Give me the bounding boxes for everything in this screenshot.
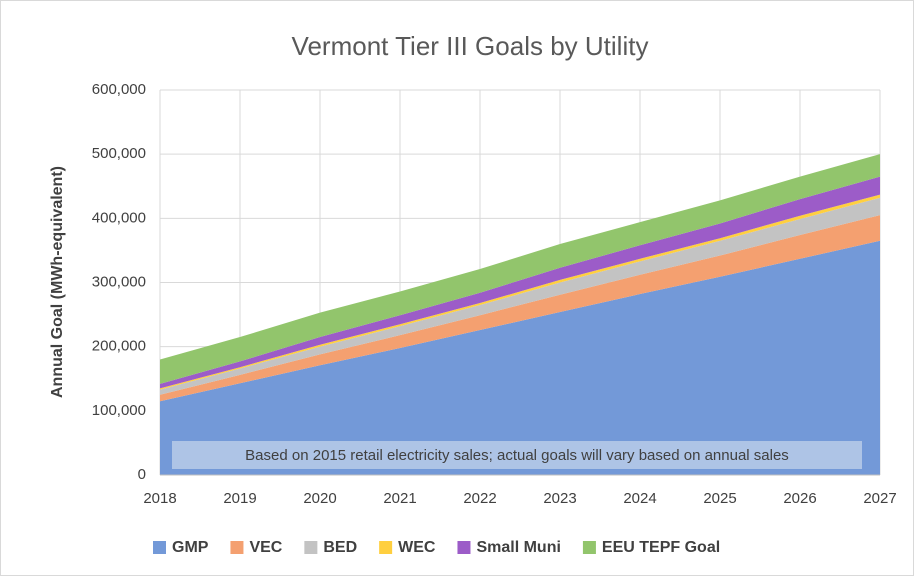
area xyxy=(160,215,880,402)
area xyxy=(160,176,880,389)
legend-label: Small Muni xyxy=(476,539,560,556)
legend-swatch xyxy=(582,541,596,554)
x-tick-label: 2022 xyxy=(463,490,496,507)
legend-swatch xyxy=(457,541,471,554)
x-tick-label: 2021 xyxy=(383,490,416,507)
x-tick-label: 2025 xyxy=(703,490,736,507)
annotation: Based on 2015 retail electricity sales; … xyxy=(245,447,789,464)
y-tick-label: 200,000 xyxy=(92,338,146,355)
legend-label: GMP xyxy=(172,539,209,556)
y-tick-label: 300,000 xyxy=(92,273,146,290)
x-tick-label: 2019 xyxy=(223,490,256,507)
legend-label: VEC xyxy=(249,539,282,556)
annotation-box xyxy=(172,441,862,469)
x-tick-label: 2027 xyxy=(863,490,896,507)
legend-swatch xyxy=(230,541,244,554)
legend-swatch xyxy=(304,541,318,554)
x-tick-label: 2026 xyxy=(783,490,816,507)
y-tick-label: 500,000 xyxy=(92,145,146,162)
y-axis-label: Annual Goal (MWh-equivalent) xyxy=(49,166,66,398)
legend-swatch xyxy=(153,541,166,554)
legend-label: WEC xyxy=(398,539,436,556)
y-tick-label: 0 xyxy=(138,466,146,483)
x-tick-label: 2024 xyxy=(623,490,656,507)
x-tick-label: 2018 xyxy=(143,490,176,507)
legend-swatch xyxy=(379,541,393,554)
area xyxy=(160,240,880,475)
area xyxy=(160,194,880,390)
area xyxy=(160,197,880,395)
x-tick-label: 2020 xyxy=(303,490,336,507)
legend-label: BED xyxy=(323,539,357,556)
y-tick-label: 100,000 xyxy=(92,402,146,419)
y-tick-label: 400,000 xyxy=(92,209,146,226)
chart-title: Vermont Tier III Goals by Utility xyxy=(292,31,649,61)
y-tick-label: 600,000 xyxy=(92,81,146,98)
legend-label: EEU TEPF Goal xyxy=(602,539,720,556)
x-tick-label: 2023 xyxy=(543,490,576,507)
area xyxy=(160,154,880,384)
